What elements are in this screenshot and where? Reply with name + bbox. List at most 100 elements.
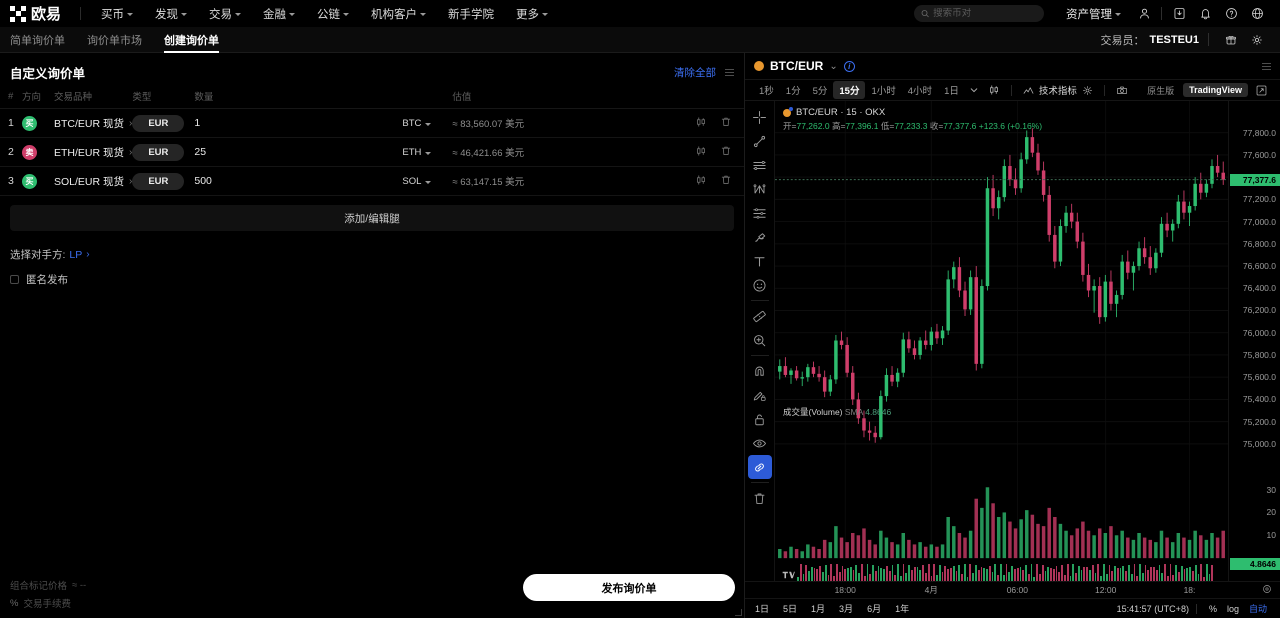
type-pill[interactable]: EUR — [132, 114, 185, 132]
direction-badge-buy[interactable]: 买 — [22, 115, 37, 131]
pitchfork-icon[interactable] — [748, 177, 772, 201]
chart-drag-handle[interactable] — [1262, 62, 1271, 70]
chart-settings-icon[interactable] — [1077, 85, 1098, 96]
row-direction[interactable]: 卖 — [22, 137, 54, 167]
delete-row-icon[interactable] — [720, 116, 732, 131]
nav-item-finance[interactable]: 金融 — [252, 6, 306, 22]
type-pill[interactable]: EUR — [132, 143, 185, 161]
brush-icon[interactable] — [748, 225, 772, 249]
range-6m[interactable]: 6月 — [867, 604, 882, 614]
publish-rfq-button[interactable]: 发布询价单 — [523, 574, 735, 601]
view-native-button[interactable]: 原生版 — [1147, 85, 1175, 96]
help-button[interactable] — [1218, 3, 1244, 25]
magnet-icon[interactable] — [748, 359, 772, 383]
auto-scale-button[interactable]: 自动 — [1248, 604, 1267, 614]
ruler-icon[interactable] — [748, 304, 772, 328]
lock-icon[interactable] — [748, 407, 772, 431]
timeframe-1h[interactable]: 1小时 — [871, 86, 896, 97]
candles-icon[interactable] — [695, 174, 707, 189]
row-currency-cell[interactable]: SOL — [402, 166, 453, 196]
language-button[interactable] — [1244, 3, 1270, 25]
row-type-cell[interactable]: EUR — [132, 137, 195, 167]
indicators-icon[interactable] — [1018, 85, 1039, 96]
timeframe-1d[interactable]: 1日 — [944, 86, 959, 97]
range-1y[interactable]: 1年 — [895, 604, 910, 614]
currency-selector[interactable]: BTC — [402, 118, 432, 129]
row-symbol-cell[interactable]: SOL/EUR 现货 › — [54, 166, 133, 196]
tradingview-logo[interactable] — [781, 569, 795, 580]
row-type-cell[interactable]: EUR — [132, 166, 195, 196]
emoji-icon[interactable] — [748, 273, 772, 297]
percent-scale-button[interactable]: % — [1208, 603, 1217, 614]
search-input[interactable] — [933, 8, 1037, 19]
range-3m[interactable]: 3月 — [839, 604, 854, 614]
nav-item-trade[interactable]: 交易 — [198, 6, 252, 22]
link-icon[interactable] — [747, 455, 772, 479]
crosshair-icon[interactable] — [748, 105, 772, 129]
nav-item-more[interactable]: 更多 — [505, 6, 559, 22]
fullscreen-icon[interactable] — [1251, 85, 1272, 96]
quantity-input[interactable]: 25 — [194, 146, 207, 158]
timeframe-4h[interactable]: 4小时 — [907, 86, 933, 97]
chart-type-icon[interactable] — [983, 84, 1005, 96]
fib-retracement-icon[interactable] — [748, 201, 772, 225]
symbol-selector[interactable]: ETH/EUR 现货 › — [54, 145, 132, 160]
row-quantity-cell[interactable]: 25 — [194, 137, 403, 167]
candles-icon[interactable] — [695, 116, 707, 131]
panel-resize-handle[interactable] — [735, 609, 742, 616]
add-edit-leg-button[interactable]: 添加/编辑腿 — [10, 205, 734, 231]
nav-item-institutional[interactable]: 机构客户 — [360, 6, 437, 22]
row-currency-cell[interactable]: ETH — [402, 137, 453, 167]
symbol-selector[interactable]: BTC/EUR 现货 › — [54, 116, 132, 131]
notifications-button[interactable] — [1192, 3, 1218, 25]
counterparty-value[interactable]: LP — [69, 248, 83, 261]
timeframe-1m[interactable]: 1分 — [785, 86, 801, 97]
anonymous-checkbox[interactable] — [10, 275, 19, 284]
row-quantity-cell[interactable]: 500 — [194, 166, 403, 196]
timeframe-15m[interactable]: 15分 — [833, 81, 866, 99]
row-direction[interactable]: 买 — [22, 108, 54, 138]
trendline-icon[interactable] — [748, 129, 772, 153]
symbol-selector[interactable]: SOL/EUR 现货 › — [54, 174, 132, 189]
quantity-input[interactable]: 1 — [194, 117, 201, 129]
nav-item-discover[interactable]: 发现 — [144, 6, 198, 22]
time-axis[interactable]: 18:00 4月 06:00 12:00 18: — [745, 581, 1280, 598]
settings-button[interactable] — [1244, 29, 1270, 51]
price-axis[interactable]: 77,800.077,600.077,400.077,200.077,000.0… — [1228, 101, 1280, 581]
snapshot-icon[interactable] — [1111, 84, 1133, 96]
tab-rfq-market[interactable]: 询价单市场 — [76, 27, 153, 53]
row-type-cell[interactable]: EUR — [132, 108, 195, 138]
currency-selector[interactable]: ETH — [402, 147, 432, 158]
gift-button[interactable] — [1218, 29, 1244, 51]
zoom-icon[interactable] — [748, 328, 772, 352]
delete-row-icon[interactable] — [720, 174, 732, 189]
download-app-button[interactable] — [1166, 3, 1192, 25]
direction-badge-buy[interactable]: 买 — [22, 173, 37, 189]
anonymous-publish-row[interactable]: 匿名发布 — [0, 262, 744, 287]
timeframe-5m[interactable]: 5分 — [812, 86, 828, 97]
type-pill[interactable]: EUR — [132, 172, 185, 190]
range-5d[interactable]: 5日 — [783, 604, 798, 614]
eye-icon[interactable] — [748, 431, 772, 455]
time-axis-settings-icon[interactable] — [1262, 581, 1272, 599]
view-tradingview-button[interactable]: TradingView — [1183, 83, 1248, 97]
row-quantity-cell[interactable]: 1 — [194, 108, 403, 138]
horizontal-lines-icon[interactable] — [748, 153, 772, 177]
trash-icon[interactable] — [748, 486, 772, 510]
user-account-button[interactable] — [1131, 3, 1157, 25]
range-1d[interactable]: 1日 — [755, 604, 770, 614]
chart-plot[interactable]: BTC/EUR · 15 · OKX 开=77,262.0 高=77,396.1… — [775, 101, 1228, 581]
text-icon[interactable] — [748, 249, 772, 273]
quantity-input[interactable]: 500 — [194, 175, 212, 187]
row-direction[interactable]: 买 — [22, 166, 54, 196]
range-1m[interactable]: 1月 — [811, 604, 826, 614]
candles-icon[interactable] — [695, 145, 707, 160]
chevron-right-icon[interactable]: › — [86, 249, 90, 260]
nav-item-academy[interactable]: 新手学院 — [437, 6, 505, 22]
tab-create-rfq[interactable]: 创建询价单 — [153, 27, 230, 53]
nav-item-chain[interactable]: 公链 — [306, 6, 360, 22]
pencil-lock-icon[interactable] — [748, 383, 772, 407]
indicators-label[interactable]: 技术指标 — [1038, 86, 1077, 97]
chevron-down-icon[interactable]: ⌄ — [829, 60, 838, 72]
panel-drag-handle[interactable] — [725, 68, 734, 76]
